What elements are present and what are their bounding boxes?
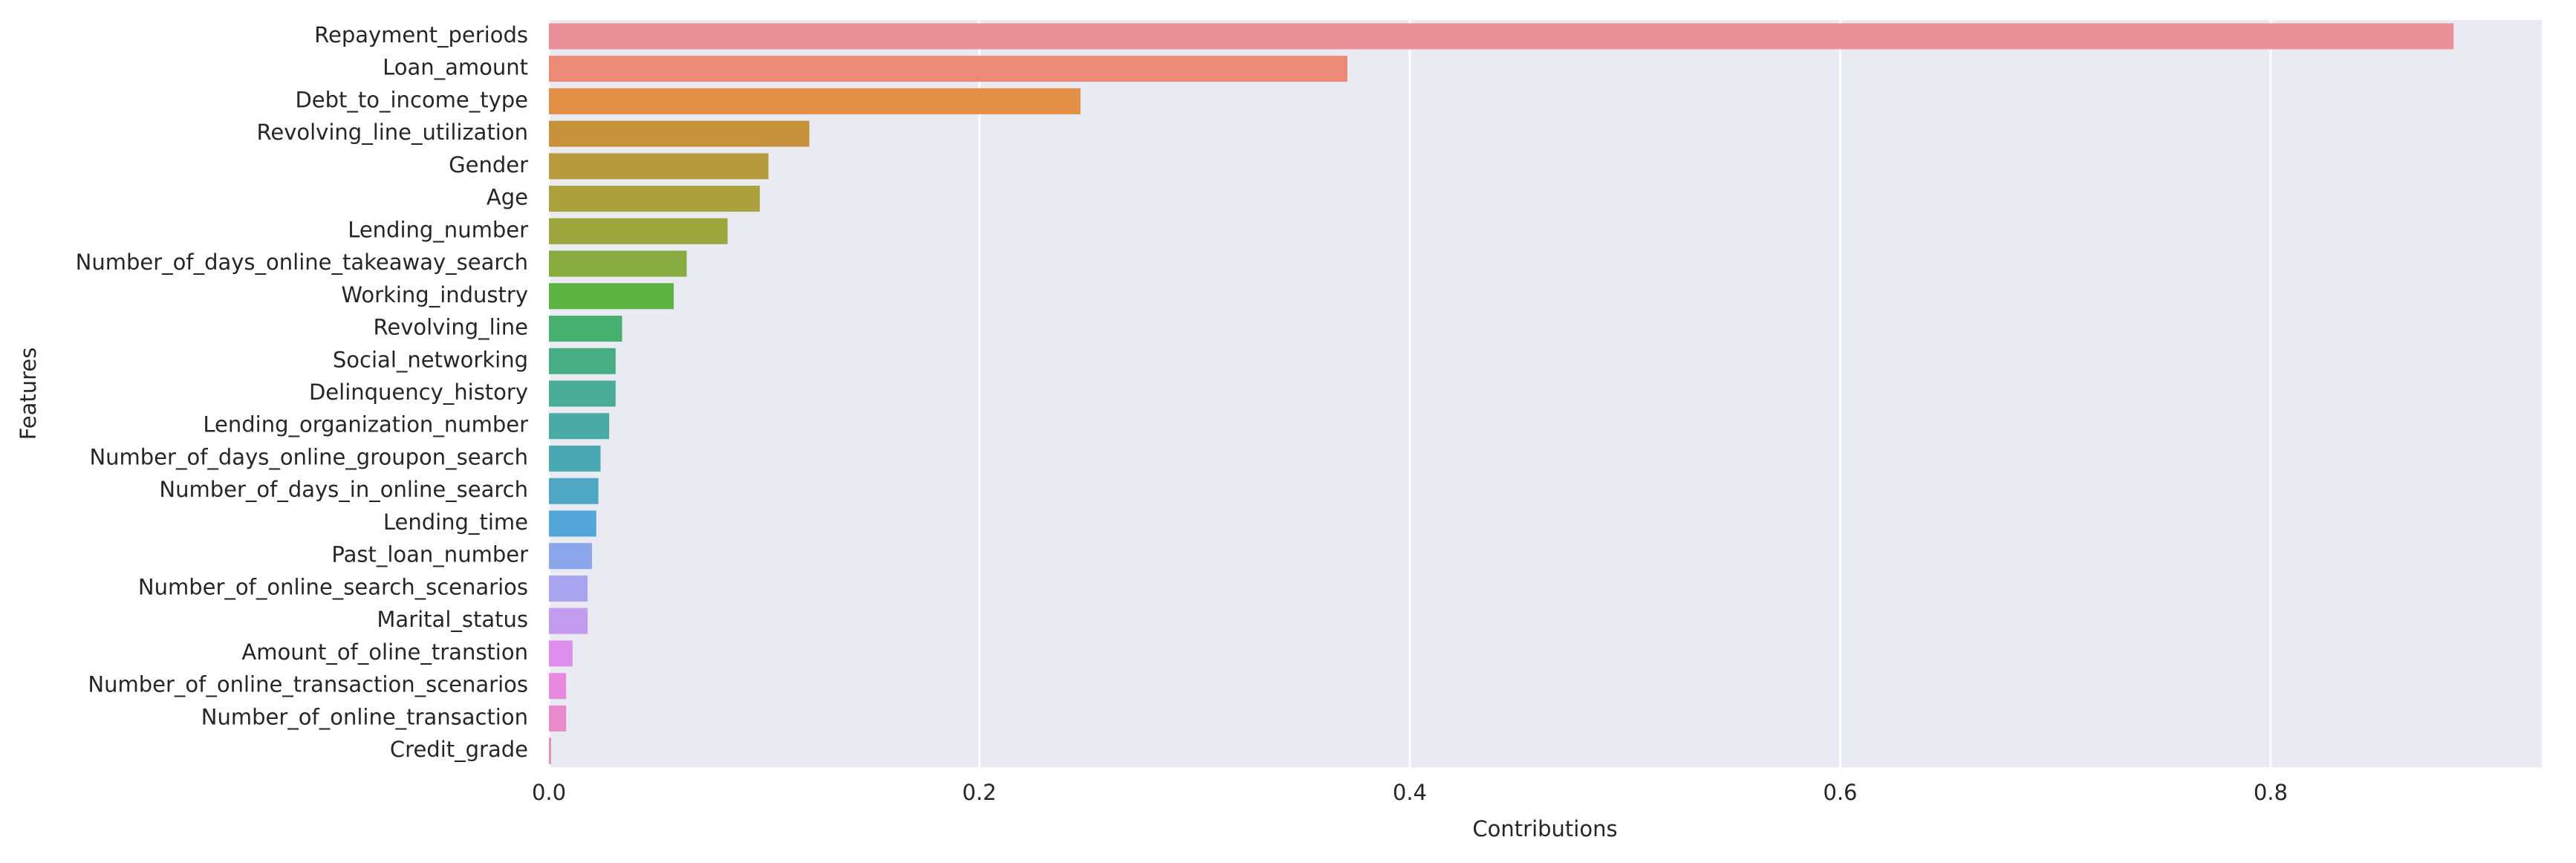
y-tick-label: Number_of_online_transaction_scenarios (88, 672, 528, 697)
bar (549, 218, 728, 244)
y-tick-label: Debt_to_income_type (295, 87, 528, 112)
bar (549, 608, 588, 634)
bar (549, 348, 616, 374)
bar (549, 413, 610, 440)
bar (549, 56, 1347, 82)
bar (549, 705, 567, 732)
y-tick-label: Number_of_online_transaction (201, 704, 528, 729)
bar (549, 23, 2454, 50)
y-tick-label: Lending_number (348, 217, 528, 242)
bar (549, 445, 601, 472)
x-tick-label: 0.0 (532, 780, 566, 805)
x-tick-label: 0.4 (1393, 780, 1427, 805)
y-tick-label: Social_networking (333, 347, 528, 372)
y-tick-label: Credit_grade (390, 737, 528, 762)
y-tick-label: Number_of_online_search_scenarios (138, 574, 528, 599)
y-tick-label: Delinquency_history (309, 380, 528, 405)
bar (549, 250, 687, 277)
bar (549, 153, 769, 180)
x-axis-label: Contributions (1472, 816, 1617, 841)
bar (549, 380, 616, 407)
y-tick-label: Number_of_days_in_online_search (159, 477, 528, 502)
bar (549, 88, 1081, 114)
y-tick-label: Marital_status (377, 607, 528, 632)
bar (549, 120, 810, 147)
y-tick-label: Age (487, 185, 528, 210)
plot-background (549, 20, 2542, 767)
bar (549, 510, 596, 537)
bar (549, 543, 592, 570)
bar (549, 316, 622, 342)
y-tick-label: Number_of_days_online_takeaway_search (76, 250, 528, 275)
y-tick-label: Repayment_periods (314, 22, 528, 48)
bar (549, 673, 567, 700)
bar (549, 737, 551, 764)
y-tick-label: Loan_amount (383, 55, 528, 80)
y-tick-label: Lending_time (383, 509, 528, 535)
y-tick-label: Number_of_days_online_groupon_search (89, 444, 528, 469)
x-tick-label: 0.8 (2254, 780, 2288, 805)
y-axis-label: Features (16, 348, 41, 440)
y-tick-label: Lending_organization_number (203, 412, 528, 437)
y-tick-label: Gender (449, 152, 528, 178)
y-tick-label: Past_loan_number (331, 542, 528, 567)
y-tick-label: Working_industry (341, 282, 528, 307)
y-tick-label: Revolving_line (374, 315, 529, 340)
bar (549, 478, 599, 504)
bar (549, 186, 760, 212)
y-tick-label: Revolving_line_utilization (257, 120, 528, 145)
bar (549, 283, 674, 310)
x-tick-label: 0.6 (1823, 780, 1857, 805)
bar (549, 640, 573, 667)
bar (549, 575, 588, 602)
x-tick-label: 0.2 (962, 780, 996, 805)
y-tick-label: Amount_of_oline_transtion (241, 639, 528, 665)
